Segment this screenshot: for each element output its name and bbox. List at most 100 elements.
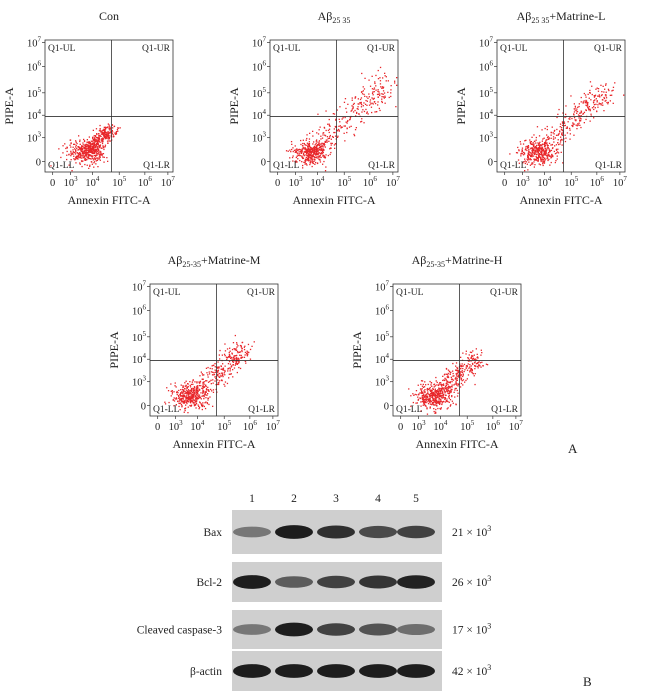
scatter-point (208, 389, 210, 391)
scatter-point (460, 371, 462, 373)
scatter-point (84, 143, 86, 146)
scatter-point (323, 132, 325, 134)
scatter-point (471, 362, 474, 365)
scatter-point (440, 395, 442, 397)
scatter-point (429, 401, 431, 403)
scatter-point (445, 387, 447, 389)
scatter-point (471, 369, 473, 371)
scatter-point (590, 113, 592, 115)
scatter-point (91, 152, 93, 154)
scatter-point (304, 146, 306, 149)
scatter-point (194, 381, 196, 383)
scatter-point (98, 158, 101, 160)
scatter-point (246, 350, 248, 352)
scatter-point (99, 155, 101, 157)
scatter-point (435, 408, 437, 411)
scatter-point (459, 372, 461, 374)
scatter-point (94, 135, 97, 138)
scatter-point (395, 106, 397, 108)
scatter-point (188, 397, 190, 399)
scatter-point (90, 148, 93, 150)
scatter-point (98, 135, 100, 137)
scatter-point (236, 354, 238, 357)
scatter-point (587, 106, 589, 108)
scatter-point (605, 83, 607, 85)
scatter-point (604, 100, 606, 102)
scatter-point (100, 152, 102, 154)
scatter-point (87, 146, 89, 148)
scatter-point (95, 163, 97, 165)
scatter-point (462, 367, 464, 370)
scatter-point (310, 149, 312, 151)
scatter-point (320, 156, 322, 159)
scatter-point (611, 94, 613, 96)
scatter-point (420, 380, 423, 382)
scatter-point (358, 113, 360, 115)
scatter-point (569, 116, 571, 118)
quadrant-label-lr: Q1-LR (368, 161, 396, 171)
scatter-point (520, 153, 522, 155)
scatter-point (434, 401, 436, 403)
scatter-point (313, 158, 316, 161)
scatter-point (612, 89, 614, 91)
scatter-point (81, 153, 84, 155)
blot-band (275, 622, 313, 637)
scatter-point (573, 134, 575, 136)
scatter-point (105, 136, 107, 138)
scatter-point (86, 164, 88, 166)
scatter-point (180, 384, 182, 386)
scatter-point (306, 157, 309, 160)
scatter-point (571, 117, 573, 120)
scatter-point (236, 363, 238, 365)
scatter-point (481, 361, 483, 363)
scatter-point (603, 110, 605, 112)
scatter-point (90, 158, 92, 160)
scatter-point (86, 151, 89, 154)
scatter-point (591, 93, 593, 96)
scatter-point (447, 407, 449, 409)
scatter-point (175, 404, 177, 406)
scatter-point (107, 132, 109, 134)
scatter-point (189, 396, 191, 398)
scatter-point (486, 364, 489, 366)
scatter-point (438, 389, 440, 391)
scatter-point (554, 129, 556, 132)
scatter-point (291, 143, 293, 145)
scatter-point (535, 136, 537, 139)
scatter-point (195, 387, 197, 390)
scatter-point (308, 145, 310, 147)
scatter-point (189, 386, 192, 388)
scatter-point (449, 387, 451, 389)
scatter-point (198, 394, 201, 396)
scatter-point (104, 144, 107, 146)
scatter-point (312, 130, 314, 132)
scatter-point (369, 85, 372, 87)
scatter-point (436, 394, 438, 397)
scatter-point (207, 376, 209, 378)
scatter-point (303, 155, 305, 157)
scatter-point (471, 354, 473, 357)
scatter-point (595, 98, 597, 100)
blot-band (397, 664, 435, 678)
scatter-point (186, 396, 188, 398)
scatter-point (186, 390, 189, 393)
scatter-points (408, 348, 489, 415)
scatter-point (72, 151, 74, 153)
scatter-point (101, 131, 103, 133)
scatter-point (580, 110, 582, 112)
scatter-point (435, 391, 438, 393)
scatter-point (600, 94, 603, 97)
scatter-point (189, 393, 191, 395)
scatter-point (193, 403, 195, 405)
scatter-point (184, 409, 186, 412)
scatter-point (425, 395, 427, 397)
scatter-point (381, 101, 383, 104)
scatter-point (482, 365, 484, 367)
scatter-point (533, 140, 536, 143)
scatter-point (346, 128, 348, 130)
scatter-point (424, 391, 426, 393)
scatter-point (198, 384, 200, 387)
scatter-point (306, 149, 308, 151)
scatter-point (422, 399, 424, 401)
